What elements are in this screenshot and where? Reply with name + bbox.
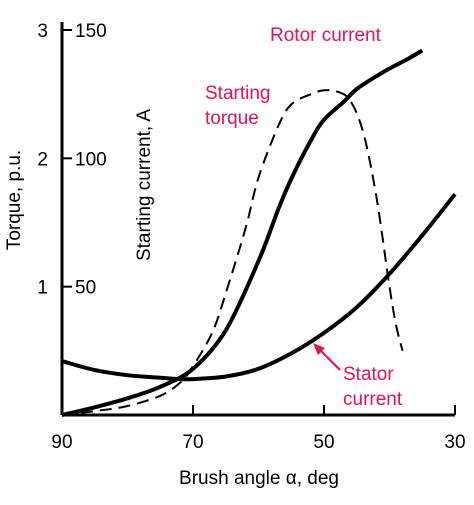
y-tick-current-label: 100 <box>75 149 107 170</box>
stator-current-annotation-line1: Stator <box>343 364 394 385</box>
starting-torque-line <box>61 89 404 416</box>
stator-current-pointer-arrowhead <box>313 343 325 355</box>
stator-current-line <box>61 193 457 382</box>
y-tick-current-label: 50 <box>75 278 96 299</box>
rotor-current-annotation: Rotor current <box>270 25 382 46</box>
axes <box>60 22 455 417</box>
y-tick-torque-label: 2 <box>37 149 48 170</box>
x-tick-label: 70 <box>182 432 203 453</box>
stator-current-annotation-line2: current <box>343 389 403 410</box>
x-tick-label: 30 <box>444 432 465 453</box>
y-tick-current-label: 150 <box>75 21 107 42</box>
starting-torque-annotation-line1: Starting <box>205 83 270 104</box>
y-tick-torque-label: 3 <box>37 21 48 42</box>
x-tick-label: 90 <box>51 432 72 453</box>
rotor-current-line <box>61 48 424 417</box>
torque-axis-label: Torque, p.u. <box>4 150 25 250</box>
current-axis-label: Starting current, A <box>134 109 155 261</box>
stator-current-pointer-line <box>319 349 341 371</box>
x-ticks: 90 70 50 30 <box>51 405 466 453</box>
x-axis-label: Brush angle α, deg <box>179 468 339 489</box>
y-tick-torque-label: 1 <box>37 278 48 299</box>
annotations: Rotor current Starting torque Stator cur… <box>205 25 403 410</box>
series-layer <box>61 48 457 417</box>
x-tick-label: 50 <box>313 432 334 453</box>
starting-torque-annotation-line2: torque <box>205 108 259 129</box>
